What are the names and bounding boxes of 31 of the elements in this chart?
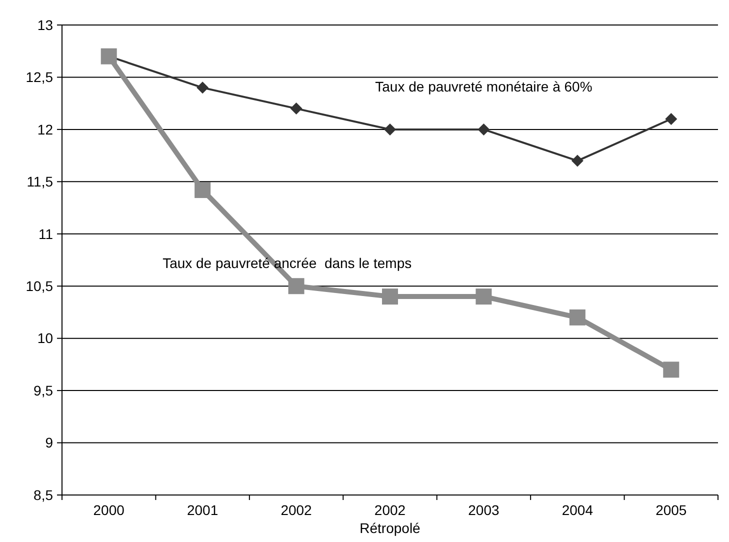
point — [194, 182, 211, 198]
series-label: Taux de pauvreté ancrée dans le temps — [162, 255, 412, 272]
point — [571, 154, 584, 167]
point — [663, 362, 680, 378]
point — [290, 102, 302, 115]
y-tick-label: 8,5 — [34, 486, 54, 503]
text: Taux de pauvreté monétaire à 60% — [375, 78, 592, 94]
point — [569, 309, 586, 326]
y-tick-label: 10,5 — [26, 278, 54, 294]
point — [196, 82, 209, 94]
x-tick-label: 2000 — [93, 502, 125, 518]
point — [476, 288, 492, 305]
x-tick-label: 2003 — [468, 502, 500, 518]
x-tick-label: 2002 Rétropolé — [360, 502, 421, 536]
point — [665, 113, 678, 125]
point — [478, 123, 490, 136]
y-tick-label: 11,5 — [26, 174, 54, 190]
y-tick-label: 9,5 — [34, 382, 54, 398]
y-tick-label: 12,5 — [26, 69, 54, 86]
y-tick-label: 9 — [45, 434, 54, 451]
point — [288, 278, 304, 294]
y-tick-label: 12 — [37, 121, 54, 138]
x-tick-label: 2004 — [562, 502, 594, 518]
y-tick-label: 13 — [37, 16, 54, 33]
y-tick-label: 11 — [38, 226, 54, 242]
x-tick-label: 2002 — [280, 502, 312, 518]
x-tick-label: 2001 — [186, 502, 218, 518]
point — [384, 123, 396, 136]
y-tick-label: 10 — [37, 330, 54, 346]
x-tick-label: 2005 — [656, 502, 687, 518]
point — [382, 288, 398, 305]
